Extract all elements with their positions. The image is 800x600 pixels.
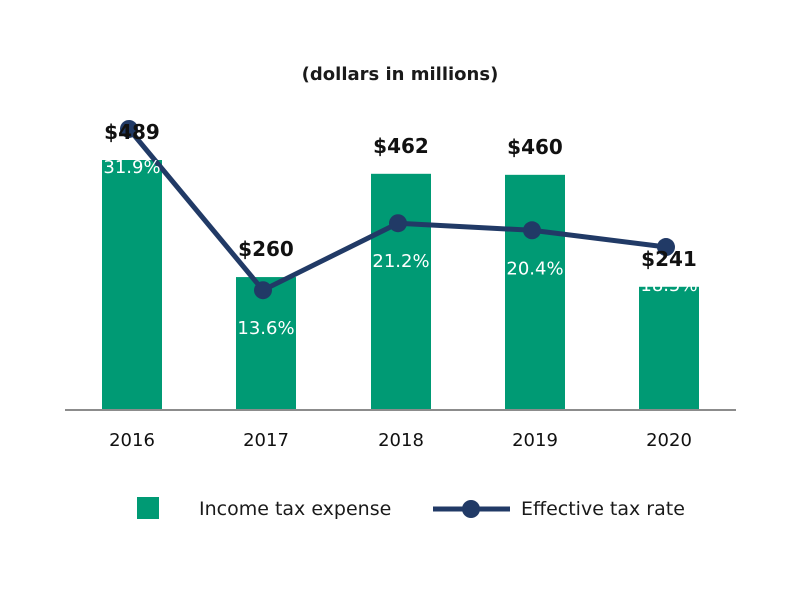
- rate-point-2016: [120, 119, 138, 138]
- x-tick-label-2018: 2018: [378, 430, 424, 451]
- x-tick-label-2017: 2017: [243, 430, 289, 451]
- legend-label-effective-tax-rate: Effective tax rate: [521, 498, 685, 520]
- rate-label-2017: 13.6%: [237, 318, 294, 339]
- legend-marker-effective-tax-rate: [462, 500, 480, 518]
- bar-value-label-2017: $260: [238, 237, 294, 261]
- bar-2020: [639, 286, 699, 410]
- x-tick-label-2016: 2016: [109, 430, 155, 451]
- legend-label-income-tax-expense: Income tax expense: [199, 498, 391, 520]
- rate-point-2020: [657, 238, 675, 257]
- bar-value-label-2019: $460: [507, 135, 563, 159]
- bar-value-label-2018: $462: [373, 134, 429, 158]
- x-tick-label-2019: 2019: [512, 430, 558, 451]
- rate-point-2018: [389, 214, 407, 233]
- rate-label-2019: 20.4%: [506, 258, 563, 279]
- x-tick-label-2020: 2020: [646, 430, 692, 451]
- x-axis-ticks: 2016 2017 2018 2019 2020: [109, 430, 692, 451]
- bar-2019: [505, 174, 565, 410]
- data-labels: $489 $260 $462 $460 $241 31.9% 13.6% 21.2% 20.4%…: [103, 120, 697, 339]
- chart-title: (dollars in millions): [302, 64, 499, 85]
- line-series: [120, 119, 675, 300]
- rate-point-2019: [523, 221, 541, 240]
- rate-point-2017: [254, 281, 272, 300]
- bar-2016: [102, 160, 162, 410]
- rate-label-2018: 21.2%: [372, 251, 429, 272]
- rate-label-2020: 18.5%: [640, 275, 697, 296]
- bar-value-label-2020: $241: [641, 247, 697, 271]
- legend: Income tax expense Effective tax rate: [137, 497, 685, 520]
- bar-2017: [236, 277, 296, 410]
- legend-swatch-income-tax-expense: [137, 497, 159, 519]
- bar-series: [102, 160, 699, 410]
- bar-2018: [371, 173, 431, 410]
- bar-value-label-2016: $489: [104, 120, 160, 144]
- rate-label-2016: 31.9%: [103, 157, 160, 178]
